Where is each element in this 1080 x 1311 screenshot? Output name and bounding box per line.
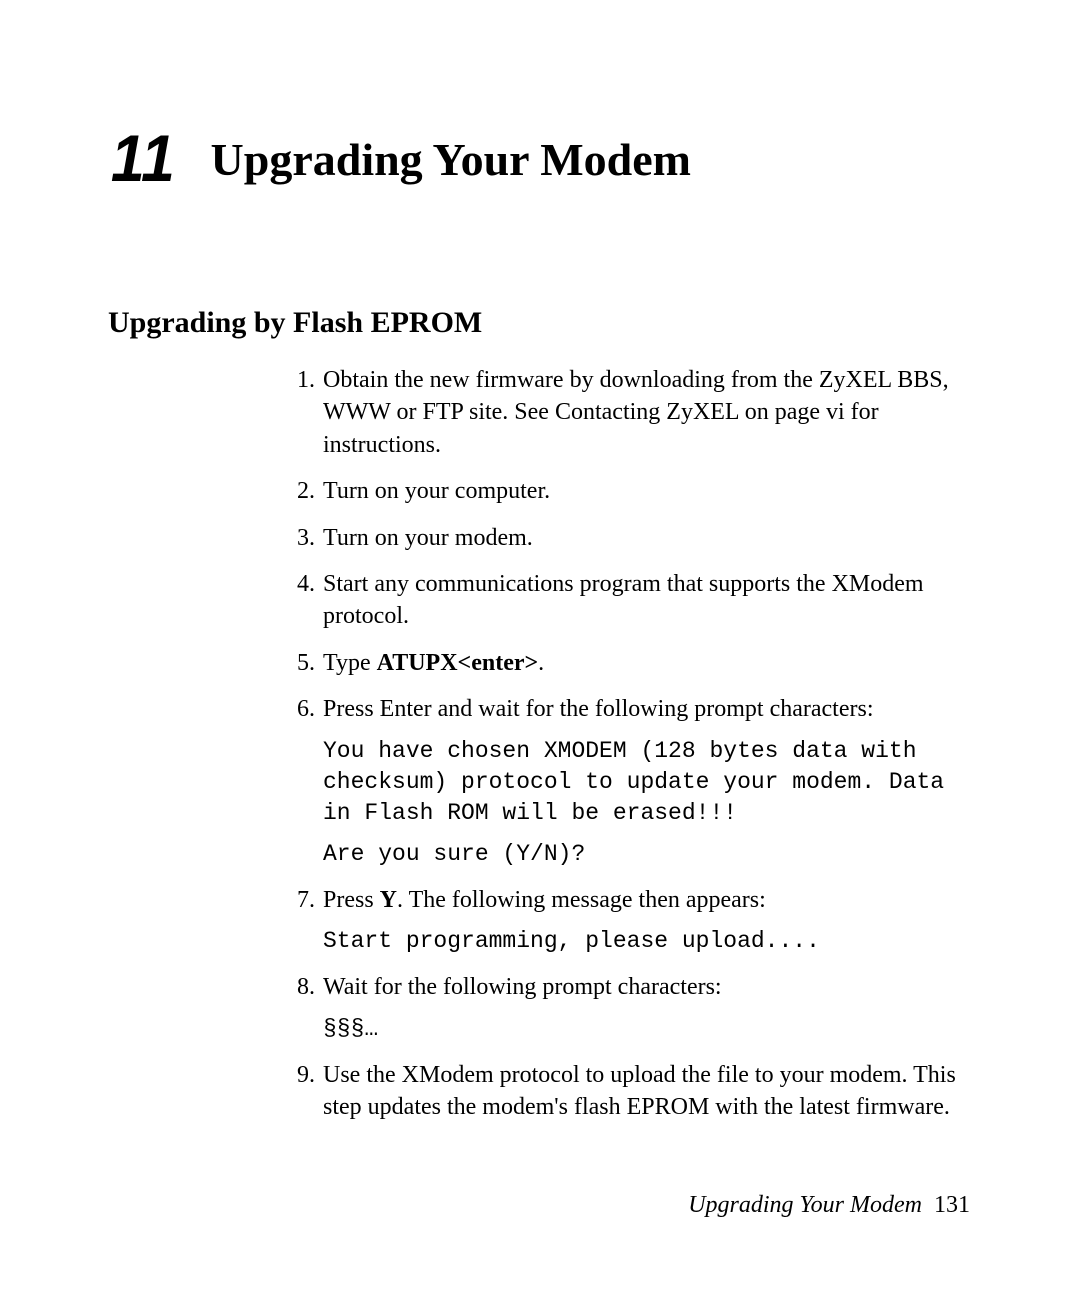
step-text: Turn on your computer. <box>323 478 550 504</box>
step-text: Use the XModem protocol to upload the fi… <box>323 1062 956 1120</box>
step-number: 1. <box>283 364 315 396</box>
step-number: 6. <box>283 693 315 725</box>
step-text-pre: Press <box>323 887 380 913</box>
step-item: 2. Turn on your computer. <box>283 475 978 507</box>
step-text-bold: Y <box>380 887 397 913</box>
section-heading: Upgrading by Flash EPROM <box>108 306 978 340</box>
step-number: 7. <box>283 884 315 916</box>
page-footer: Upgrading Your Modem 131 <box>688 1192 970 1219</box>
step-text-post: . <box>538 650 544 676</box>
step-text: Turn on your modem. <box>323 525 533 551</box>
page-content: 11 Upgrading Your Modem Upgrading by Fla… <box>108 120 978 1137</box>
step-item: 6. Press Enter and wait for the followin… <box>283 693 978 870</box>
terminal-output: You have chosen XMODEM (128 bytes data w… <box>323 736 978 829</box>
step-text-post: . The following message then appears: <box>397 887 766 913</box>
chapter-number: 11 <box>111 120 176 196</box>
footer-label: Upgrading Your Modem <box>688 1192 922 1218</box>
step-number: 2. <box>283 475 315 507</box>
step-number: 9. <box>283 1059 315 1091</box>
step-text: Start any communications program that su… <box>323 571 924 629</box>
step-text-pre: Type <box>323 650 377 676</box>
step-item: 4. Start any communications program that… <box>283 568 978 633</box>
chapter-heading: 11 Upgrading Your Modem <box>108 120 978 196</box>
chapter-title: Upgrading Your Modem <box>211 133 691 186</box>
step-item: 8. Wait for the following prompt charact… <box>283 971 978 1044</box>
step-number: 8. <box>283 971 315 1003</box>
terminal-output: Are you sure (Y/N)? <box>323 839 978 870</box>
step-item: 9. Use the XModem protocol to upload the… <box>283 1059 978 1124</box>
step-number: 4. <box>283 568 315 600</box>
step-item: 1. Obtain the new firmware by downloadin… <box>283 364 978 461</box>
step-number: 5. <box>283 647 315 679</box>
step-item: 7. Press Y. The following message then a… <box>283 884 978 957</box>
footer-page-number: 131 <box>934 1192 970 1218</box>
terminal-output: Start programming, please upload.... <box>323 926 978 957</box>
step-number: 3. <box>283 522 315 554</box>
steps-list: 1. Obtain the new firmware by downloadin… <box>283 364 978 1123</box>
step-text: Obtain the new firmware by downloading f… <box>323 367 949 458</box>
terminal-output: §§§… <box>323 1014 978 1045</box>
step-text-bold: ATUPX<enter> <box>377 650 539 676</box>
step-text: Wait for the following prompt characters… <box>323 974 722 1000</box>
step-text: Press Enter and wait for the following p… <box>323 696 874 722</box>
step-item: 3. Turn on your modem. <box>283 522 978 554</box>
step-item: 5. Type ATUPX<enter>. <box>283 647 978 679</box>
